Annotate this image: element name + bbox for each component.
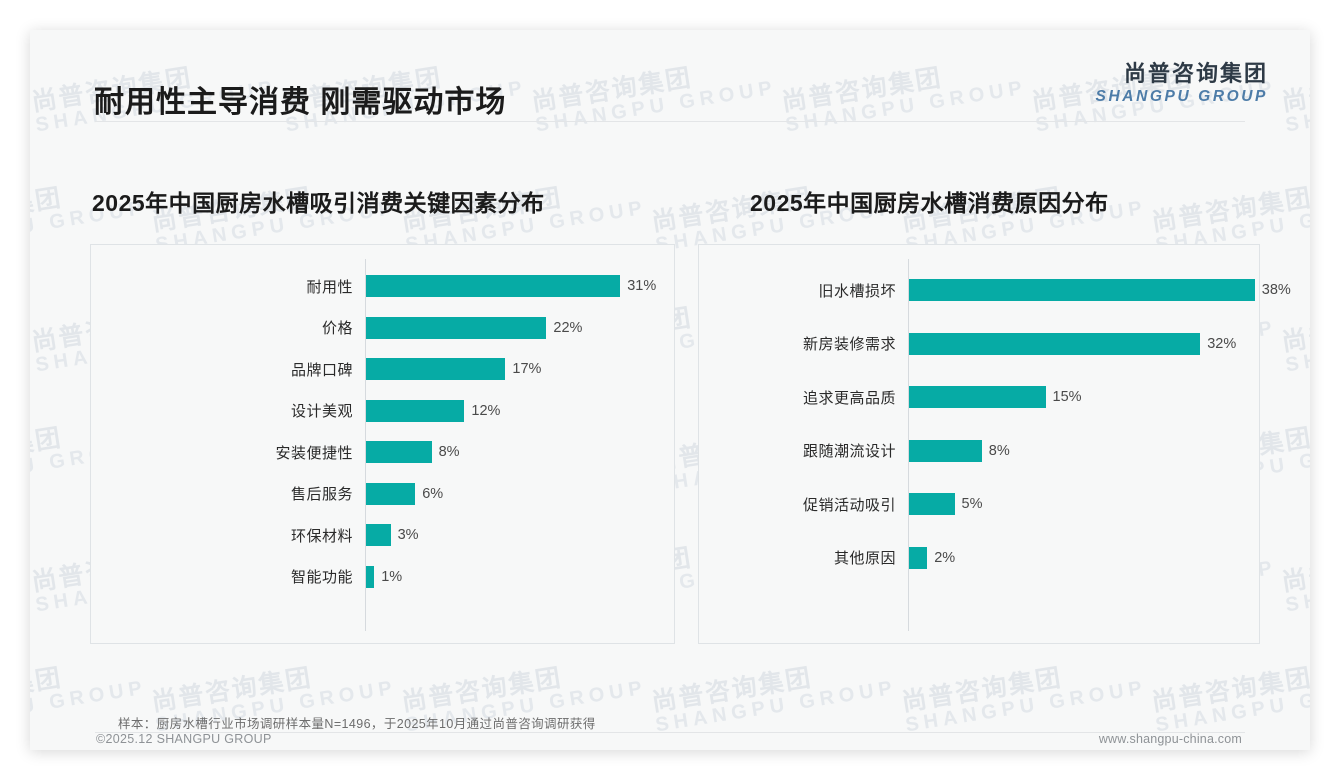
plot-area-key-factors: 耐用性 31% 价格 22% 品牌口碑 17% 设计美观 12% 安装便捷性 8% 售后服务 6% 环保… (91, 245, 674, 643)
bar-value-label: 6% (422, 485, 444, 502)
bar-category-label: 安装便捷性 (275, 444, 353, 462)
bar-value-label: 8% (988, 442, 1010, 459)
bar-category-label: 售后服务 (290, 486, 353, 503)
bar-row: 价格 22% (322, 316, 583, 339)
bar-category-label: 设计美观 (290, 403, 353, 420)
bar (366, 316, 547, 339)
bar (909, 332, 1201, 355)
bar-row: 新房装修需求 32% (803, 332, 1237, 355)
bar-category-label: 环保材料 (290, 527, 353, 545)
copyright-text: ©2025.12 SHANGPU GROUP (96, 732, 272, 746)
bar (909, 386, 1046, 408)
bar-value-label: 22% (553, 319, 583, 336)
bar-category-label: 价格 (321, 320, 353, 337)
bar-category-label: 新房装修需求 (802, 336, 896, 353)
chart-title-purchase-reasons: 2025年中国厨房水槽消费原因分布 (750, 190, 1109, 216)
bar-row: 环保材料 3% (291, 524, 419, 546)
bar-category-label: 其他原因 (833, 550, 896, 567)
bar-value-label: 17% (512, 361, 542, 377)
logo-chinese-text: 尚普咨询集团 (1123, 61, 1268, 86)
chart-panel-key-factors: 耐用性 31% 价格 22% 品牌口碑 17% 设计美观 12% 安装便捷性 8% 售后服务 6% 环保… (90, 244, 675, 644)
chart-panel-purchase-reasons: 旧水槽损坏 38% 新房装修需求 32% 追求更高品质 15% 跟随潮流设计 8% 促销活动吸引… (698, 244, 1291, 644)
bar-value-label: 1% (381, 568, 403, 585)
bar-value-label: 5% (961, 496, 983, 512)
bar-category-label: 旧水槽损坏 (818, 282, 896, 300)
brand-logo: 尚普咨询集团 SHANGPU GROUP (1095, 61, 1268, 105)
bar (909, 546, 928, 569)
bar-row: 促销活动吸引 5% (803, 493, 983, 515)
bar (366, 275, 621, 297)
page-title: 耐用性主导消费 刚需驱动市场 (94, 86, 507, 119)
bar-value-label: 2% (934, 549, 956, 566)
bar (366, 358, 506, 380)
slide-card: 尚普咨询集团 SHANGPU GROUP 尚普咨询集团 SHANGPU GROUP 尚普… (30, 30, 1310, 750)
website-link[interactable]: www.shangpu-china.com (1098, 732, 1242, 746)
watermark-english: SHANGPU GROUP (653, 676, 899, 737)
bar-row: 设计美观 12% (291, 399, 501, 422)
bar-category-label: 耐用性 (306, 278, 353, 296)
watermark-english: SHANGPU GROUP (903, 676, 1149, 737)
bar-row: 耐用性 31% (306, 275, 657, 297)
charts-container: 2025年中国厨房水槽吸引消费关键因素分布 耐用性 31% 价格 22% 品牌口碑 17%… (30, 122, 1310, 682)
bar (366, 524, 391, 546)
bar-category-label: 促销活动吸引 (802, 496, 896, 514)
bar-value-label: 15% (1052, 389, 1082, 405)
bar-category-label: 跟随潮流设计 (802, 443, 896, 460)
chart-block-key-factors: 2025年中国厨房水槽吸引消费关键因素分布 耐用性 31% 价格 22% 品牌口碑 17%… (90, 122, 675, 644)
bar (366, 565, 375, 588)
sample-footnote: 样本：厨房水槽行业市场调研样本量N=1496，于2025年10月通过尚普咨询调研… (118, 717, 596, 731)
bar-value-label: 31% (627, 278, 657, 294)
bar-row: 旧水槽损坏 38% (818, 279, 1291, 301)
bar-row: 品牌口碑 17% (291, 358, 542, 380)
chart-title-key-factors: 2025年中国厨房水槽吸引消费关键因素分布 (92, 190, 545, 216)
footer-divider (95, 732, 1245, 733)
bar-row: 智能功能 1% (291, 565, 403, 588)
bar-category-label: 追求更高品质 (802, 389, 896, 407)
bar-category-label: 智能功能 (290, 569, 353, 586)
plot-area-purchase-reasons: 旧水槽损坏 38% 新房装修需求 32% 追求更高品质 15% 跟随潮流设计 8% 促销活动吸引… (699, 245, 1291, 643)
header-divider (95, 121, 1245, 122)
slide-header: 耐用性主导消费 刚需驱动市场 尚普咨询集团 SHANGPU GROUP (30, 30, 1310, 122)
chart-block-purchase-reasons: 2025年中国厨房水槽消费原因分布 旧水槽损坏 38% 新房装修需求 32% 追求更高品… (698, 122, 1291, 644)
bar-value-label: 8% (438, 444, 460, 460)
bar (366, 482, 416, 505)
bar-row: 安装便捷性 8% (275, 441, 460, 463)
bar-value-label: 3% (397, 527, 419, 543)
logo-english-text: SHANGPU GROUP (1095, 87, 1268, 105)
bar-category-label: 品牌口碑 (290, 361, 353, 379)
bar (909, 439, 982, 462)
bar-row: 追求更高品质 15% (803, 386, 1082, 408)
watermark-english: SHANGPU GROUP (1153, 676, 1310, 737)
bar (909, 279, 1255, 301)
value-axis-line (908, 259, 909, 631)
bar-row: 跟随潮流设计 8% (803, 439, 1010, 462)
bar-row: 其他原因 2% (834, 546, 956, 569)
bar (366, 441, 432, 463)
bar (909, 493, 955, 515)
value-axis-line (365, 259, 366, 631)
bar-value-label: 32% (1207, 335, 1237, 352)
bar (366, 399, 465, 422)
bar-value-label: 12% (471, 402, 501, 419)
slide-footer: ©2025.12 SHANGPU GROUP www.shangpu-china… (30, 732, 1310, 750)
bar-value-label: 38% (1261, 282, 1291, 298)
bar-row: 售后服务 6% (291, 482, 444, 505)
